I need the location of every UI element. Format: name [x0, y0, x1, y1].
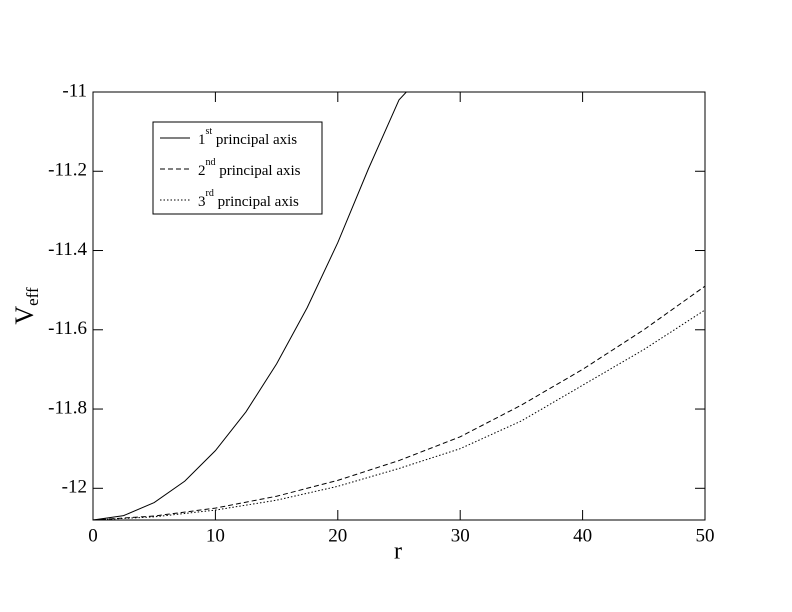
x-tick-label: 50: [696, 525, 715, 546]
x-tick-label: 20: [328, 525, 347, 546]
y-tick-label: -11.2: [48, 160, 87, 181]
legend-box: [152, 121, 323, 215]
plot-area: [93, 92, 705, 520]
y-tick-label: -11: [62, 80, 87, 101]
y-tick-label: -11.8: [48, 397, 87, 418]
series-line: [93, 92, 407, 520]
legend-label: 3rd principal axis: [198, 188, 299, 210]
x-tick-label: 0: [88, 525, 98, 546]
x-axis-label: r: [394, 539, 402, 565]
series-line: [93, 309, 705, 520]
y-axis-label: Veff: [10, 287, 42, 325]
plot-frame: [92, 91, 706, 521]
y-tick-label: -11.4: [48, 239, 87, 260]
x-tick-label: 30: [451, 525, 470, 546]
legend-label: 2nd principal axis: [198, 157, 301, 179]
x-tick-label: 40: [573, 525, 592, 546]
y-tick-label: -11.6: [48, 318, 87, 339]
x-tick-label: 10: [206, 525, 225, 546]
legend-label: 1st principal axis: [198, 126, 297, 148]
series-line: [93, 285, 705, 520]
y-tick-label: -12: [62, 477, 87, 498]
